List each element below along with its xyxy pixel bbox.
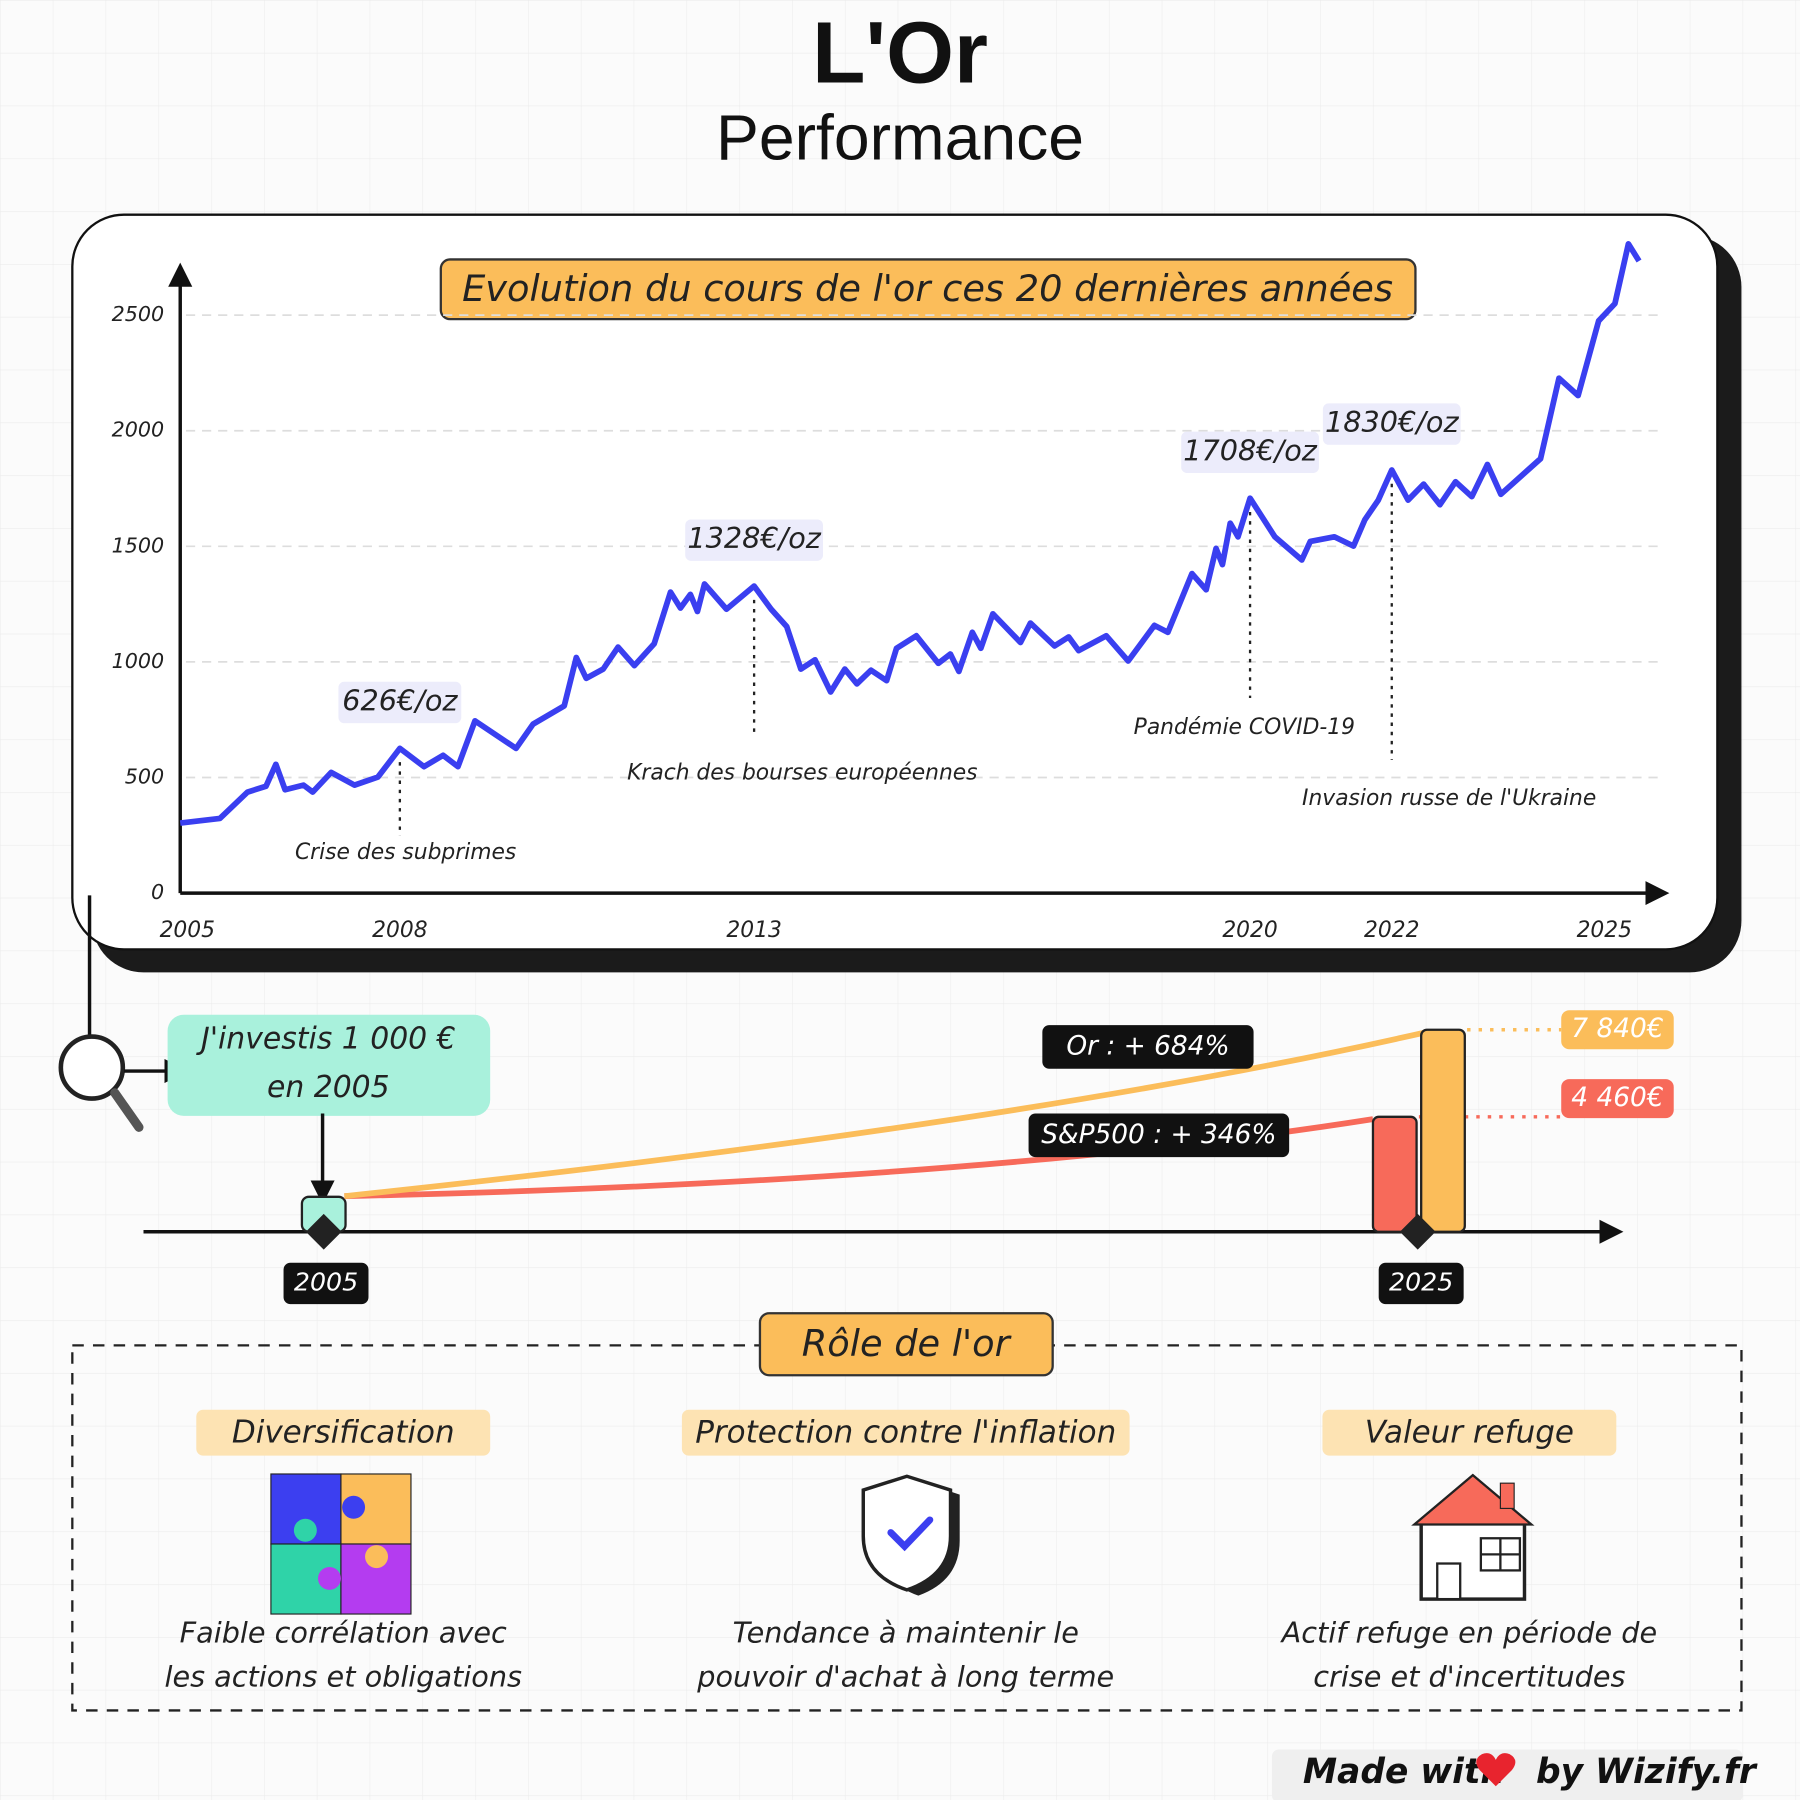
item-title-box (681, 1409, 1130, 1456)
footer-made: Made with (1303, 1752, 1505, 1792)
result-label: Or : + 684% (1066, 1030, 1229, 1061)
event-label: Krach des bourses européennes (627, 761, 977, 786)
y-tick-label: 500 (125, 765, 164, 789)
role-title: Rôle de l'or (802, 1322, 1012, 1365)
item-title-box (196, 1409, 491, 1456)
y-tick-label: 2500 (112, 302, 165, 326)
x-tick-label: 2020 (1222, 918, 1277, 943)
start-label: J'investis 1 000 € (196, 1022, 456, 1057)
item-text: Tendance à maintenir le (733, 1616, 1079, 1650)
page-subtitle: Performance (716, 101, 1084, 173)
year-pill (283, 1262, 369, 1305)
chart-card (71, 213, 1719, 951)
event-label: Pandémie COVID-19 (1134, 715, 1355, 740)
magnifier-handle (110, 1088, 144, 1132)
year-label: 2005 (294, 1267, 358, 1296)
annotation-label: 1708€/oz (1183, 433, 1317, 467)
shield-icon (861, 1474, 960, 1596)
result-tag (1042, 1025, 1254, 1069)
puzzle-icon (270, 1473, 412, 1615)
x-tick-label: 2025 (1577, 918, 1632, 943)
heart (1476, 1753, 1516, 1787)
title-box (439, 258, 1417, 321)
value-label: 4 460€ (1571, 1082, 1664, 1113)
timeline-diamond (305, 1213, 342, 1250)
item-text: les actions et obligations (165, 1659, 523, 1693)
result-label: S&P500 : + 346% (1041, 1119, 1276, 1150)
annotation-label: 1830€/oz (1325, 405, 1459, 439)
growth-curve (344, 1029, 1428, 1200)
annotation-box (685, 519, 823, 561)
result-bar (1420, 1028, 1466, 1233)
item-title: Protection contre l'inflation (695, 1414, 1116, 1450)
chart-title: Evolution du cours de l'or ces 20 derniè… (462, 267, 1393, 310)
x-tick-label: 2005 (160, 918, 215, 943)
y-tick-label: 1500 (112, 533, 165, 557)
annotation-box (338, 681, 462, 724)
year-pill (1378, 1262, 1464, 1305)
start-box (167, 1014, 491, 1116)
event-label: Crise des subprimes (295, 840, 516, 865)
y-tick-label: 0 (151, 880, 164, 904)
item-text: Faible corrélation avec (180, 1616, 507, 1650)
item-text: crise et d'incertitudes (1313, 1659, 1625, 1693)
annotation-box (1181, 431, 1319, 473)
item-text: Actif refuge en période de (1280, 1616, 1658, 1650)
house-icon (1411, 1473, 1535, 1601)
footer-by: by Wizify.fr (1536, 1752, 1758, 1792)
y-tick-label: 1000 (112, 649, 165, 673)
x-tick-label: 2013 (726, 918, 781, 943)
value-pill (1561, 1010, 1674, 1050)
item-title: Valeur refuge (1365, 1414, 1574, 1450)
annotation-label: 626€/oz (342, 683, 458, 717)
item-text: pouvoir d'achat à long terme (696, 1659, 1114, 1693)
result-tag (1028, 1113, 1290, 1158)
item-title: Diversification (232, 1414, 455, 1450)
x-tick-label: 2008 (372, 918, 427, 943)
x-tick-label: 2022 (1364, 918, 1419, 943)
footer-box (1271, 1749, 1743, 1800)
year-label: 2025 (1389, 1267, 1453, 1296)
timeline-diamond (1399, 1213, 1436, 1250)
event-label: Invasion russe de l'Ukraine (1302, 786, 1596, 811)
value-label: 7 840€ (1571, 1013, 1664, 1044)
item-title-box (1322, 1409, 1617, 1456)
annotation-box (1322, 403, 1461, 445)
role-title-box (758, 1312, 1054, 1377)
value-pill (1561, 1079, 1674, 1119)
annotation-label: 1328€/oz (687, 521, 821, 555)
y-tick-label: 2000 (112, 418, 165, 442)
page-title: L'Or (812, 5, 988, 102)
start-label: en 2005 (267, 1070, 390, 1105)
magnifier (58, 1034, 126, 1101)
result-bar (1371, 1115, 1418, 1233)
price-line (179, 241, 1642, 826)
